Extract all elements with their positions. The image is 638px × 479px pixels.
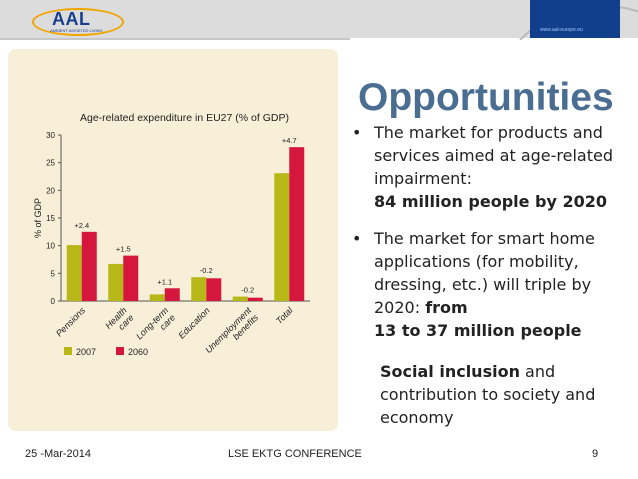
change-label: +4.7 bbox=[282, 136, 297, 145]
bullet2-from: from bbox=[425, 298, 468, 317]
x-tick-label: Unemploymentbenefits bbox=[203, 305, 260, 362]
legend-label-2007: 2007 bbox=[76, 347, 96, 357]
bar-2060-long-term-care bbox=[164, 288, 180, 301]
x-tick-label: Healthcare bbox=[103, 305, 136, 338]
bar-2007-education bbox=[191, 277, 207, 301]
legend-label-2060: 2060 bbox=[128, 347, 148, 357]
y-tick-label: 30 bbox=[46, 131, 55, 140]
chart-plot-area: 0 5 10 15 20 25 30 +2.4 Pensions +1.5 Healthcare +1… bbox=[46, 131, 310, 362]
footer-date: 25 -Mar-2014 bbox=[25, 448, 92, 460]
bar-2060-total bbox=[289, 147, 305, 301]
bar-2060-education bbox=[206, 278, 222, 301]
x-tick-label: Long-termcare bbox=[134, 305, 178, 349]
footer-conference: LSE EKTG CONFERENCE bbox=[228, 448, 362, 460]
bar-2007-long-term-care bbox=[149, 294, 165, 301]
change-label: -0.2 bbox=[200, 266, 213, 275]
y-tick-label: 10 bbox=[46, 242, 55, 251]
bullet2-text: The market for smart home applications (… bbox=[374, 229, 595, 317]
bullet1-text: The market for products and services aim… bbox=[374, 123, 613, 188]
bullet-dot: • bbox=[352, 229, 362, 248]
corner-link[interactable]: www.aal-europe.eu bbox=[540, 27, 583, 33]
corner-banner[interactable]: www.aal-europe.eu bbox=[530, 0, 620, 38]
change-label: -0.2 bbox=[241, 286, 254, 295]
y-tick-label: 25 bbox=[46, 159, 55, 168]
change-label: +1.1 bbox=[157, 277, 172, 286]
expenditure-chart: Age-related expenditure in EU27 (% of GD… bbox=[33, 112, 310, 362]
bullet-dot: • bbox=[352, 123, 362, 142]
bar-2060-health-care bbox=[123, 255, 139, 301]
logo-subtext: AMBIENT ASSISTED LIVING bbox=[50, 28, 103, 33]
bar-2007-health-care bbox=[108, 263, 124, 301]
legend-swatch-2060 bbox=[116, 347, 124, 355]
bar-2060-unemployment-benefits bbox=[247, 297, 263, 301]
social-inclusion-rest: and contribution to society and economy bbox=[380, 362, 596, 427]
bullet-text: The market for products and services aim… bbox=[374, 121, 636, 213]
chart-y-axis-label: % of GDP bbox=[33, 198, 43, 238]
x-tick-label: Education bbox=[176, 305, 211, 340]
change-label: +1.5 bbox=[116, 245, 131, 254]
x-tick-label: Pensions bbox=[54, 305, 88, 339]
bar-2060-pensions bbox=[81, 231, 97, 301]
y-tick-label: 5 bbox=[51, 269, 56, 278]
change-label: +2.4 bbox=[74, 221, 89, 230]
slide-title: Opportunities bbox=[358, 76, 614, 119]
y-tick-label: 20 bbox=[46, 186, 55, 195]
bar-2007-unemployment-benefits bbox=[232, 296, 248, 301]
bullet1-highlight: 84 million people by 2020 bbox=[374, 192, 608, 211]
x-tick-label: Total bbox=[274, 305, 295, 326]
social-inclusion-bold: Social inclusion bbox=[380, 362, 520, 381]
header-divider bbox=[0, 38, 350, 40]
y-tick-label: 15 bbox=[46, 214, 55, 223]
bar-2007-total bbox=[274, 173, 290, 301]
legend-swatch-2007 bbox=[64, 347, 72, 355]
bullet-text: The market for smart home applications (… bbox=[374, 227, 636, 342]
social-inclusion-text: Social inclusion and contribution to soc… bbox=[380, 360, 632, 429]
footer-page-number: 9 bbox=[592, 448, 599, 460]
bullet2-highlight: 13 to 37 million people bbox=[374, 321, 582, 340]
chart-title: Age-related expenditure in EU27 (% of GD… bbox=[80, 112, 289, 124]
logo-text: AAL bbox=[52, 9, 91, 29]
logo-ring bbox=[32, 8, 124, 36]
aal-logo: AAL AMBIENT ASSISTED LIVING bbox=[32, 8, 124, 36]
y-tick-label: 0 bbox=[51, 297, 56, 306]
bar-2007-pensions bbox=[66, 245, 82, 301]
chart-panel: Age-related expenditure in EU27 (% of GD… bbox=[8, 49, 338, 431]
